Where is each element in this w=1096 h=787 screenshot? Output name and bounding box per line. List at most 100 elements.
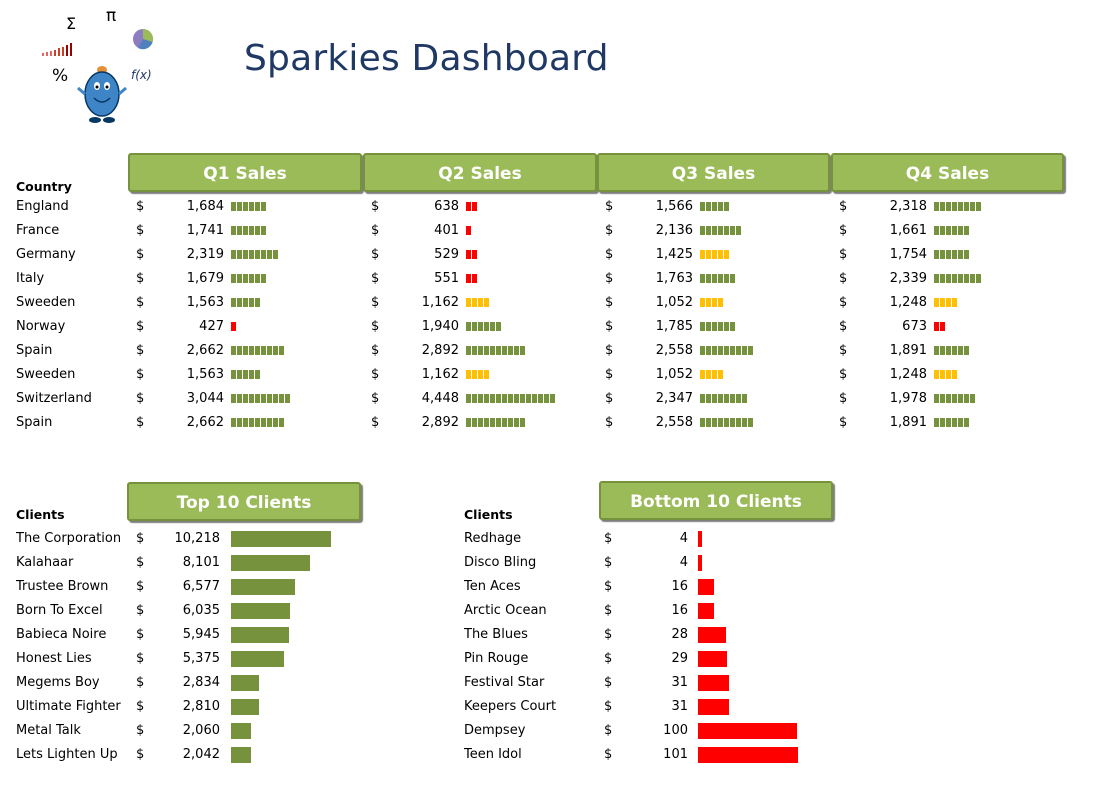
bottom-client-value: 4 xyxy=(679,555,688,570)
sales-value: 401 xyxy=(434,223,459,238)
sales-value: 2,892 xyxy=(421,415,459,430)
sparkbar-segment xyxy=(255,274,260,283)
sparkbar-segment xyxy=(478,322,483,331)
sales-value: 1,684 xyxy=(186,199,224,214)
sparkbar xyxy=(934,202,982,212)
sales-value: 638 xyxy=(434,199,459,214)
sparkbar-segment xyxy=(946,394,951,403)
currency-symbol: $ xyxy=(839,271,848,286)
sparkbar-segment xyxy=(952,298,957,307)
sparkbar-segment xyxy=(958,346,963,355)
sparkbar-segment xyxy=(970,202,975,211)
currency-symbol: $ xyxy=(136,319,145,334)
sparkbar-segment xyxy=(748,346,753,355)
sparkbar-segment xyxy=(718,370,723,379)
sparkbar-segment xyxy=(934,226,939,235)
sparkbar-segment xyxy=(472,298,477,307)
sales-value: 1,566 xyxy=(655,199,693,214)
sparkbar-segment xyxy=(472,274,477,283)
bottom-client-value: 29 xyxy=(671,651,688,666)
sparkbar-segment xyxy=(508,394,513,403)
sparkbar-segment xyxy=(466,298,471,307)
sparkbar-segment xyxy=(261,346,266,355)
sparkbar-segment xyxy=(724,202,729,211)
sparkbar-segment xyxy=(718,394,723,403)
currency-symbol: $ xyxy=(371,367,380,382)
sparkbar-segment xyxy=(706,418,711,427)
header-q2-sales: Q2 Sales xyxy=(363,153,597,192)
sparkbar-segment xyxy=(736,226,741,235)
sparkbar-segment xyxy=(249,346,254,355)
currency-symbol: $ xyxy=(136,699,145,714)
sparkbar-segment xyxy=(940,202,945,211)
bottom-client-name: Redhage xyxy=(464,531,522,546)
currency-symbol: $ xyxy=(604,723,613,738)
sparkbar-segment xyxy=(718,250,723,259)
sales-value: 1,052 xyxy=(655,367,693,382)
sparkbar-segment xyxy=(484,322,489,331)
currency-symbol: $ xyxy=(371,199,380,214)
sparkbar xyxy=(466,250,478,260)
bottom-client-value: 31 xyxy=(671,675,688,690)
sparkbar-segment xyxy=(466,346,471,355)
sales-value: 1,661 xyxy=(889,223,927,238)
sparkbar-segment xyxy=(496,394,501,403)
sparkbar-segment xyxy=(700,250,705,259)
sparkbar xyxy=(700,322,736,332)
sparkbar-segment xyxy=(478,298,483,307)
country-name: Sweeden xyxy=(16,295,76,310)
currency-symbol: $ xyxy=(839,295,848,310)
bottom-client-bar xyxy=(698,723,797,739)
sparkbar-segment xyxy=(706,226,711,235)
top-client-bar xyxy=(231,747,251,763)
currency-symbol: $ xyxy=(605,415,614,430)
sparkbar-segment xyxy=(940,226,945,235)
sparkbar-segment xyxy=(964,250,969,259)
sparkbar-segment xyxy=(249,226,254,235)
sigma-icon: Σ xyxy=(66,14,77,33)
top-client-value: 2,834 xyxy=(182,675,220,690)
sparkbar-segment xyxy=(712,226,717,235)
sparkbar-segment xyxy=(712,298,717,307)
sales-value: 1,891 xyxy=(889,415,927,430)
sparkbar-segment xyxy=(934,202,939,211)
sparkbar-segment xyxy=(472,202,477,211)
currency-symbol: $ xyxy=(136,723,145,738)
country-name: Switzerland xyxy=(16,391,92,406)
bottom-client-value: 100 xyxy=(663,723,688,738)
percent-icon: % xyxy=(52,66,69,86)
sparkbar-segment xyxy=(478,418,483,427)
currency-symbol: $ xyxy=(839,319,848,334)
sparkbar-segment xyxy=(712,394,717,403)
sparkbar-segment xyxy=(706,370,711,379)
sparkbar xyxy=(466,370,490,380)
sparkbar-segment xyxy=(490,346,495,355)
pi-icon: π xyxy=(106,6,117,26)
sparkbar-segment xyxy=(712,418,717,427)
sparkbar-segment xyxy=(538,394,543,403)
sparkbar-segment xyxy=(946,226,951,235)
currency-symbol: $ xyxy=(605,391,614,406)
sparkbar-segment xyxy=(243,202,248,211)
sparkbar-segment xyxy=(237,394,242,403)
currency-symbol: $ xyxy=(136,271,145,286)
currency-symbol: $ xyxy=(605,247,614,262)
sparkbar-segment xyxy=(273,346,278,355)
sparkbar-segment xyxy=(934,298,939,307)
sales-value: 1,162 xyxy=(421,295,459,310)
currency-symbol: $ xyxy=(136,579,145,594)
sparkbar-segment xyxy=(550,394,555,403)
country-name: Spain xyxy=(16,415,53,430)
sparkbar-segment xyxy=(706,202,711,211)
sparkbar-segment xyxy=(700,298,705,307)
sparkbar-segment xyxy=(279,346,284,355)
sparkbar-segment xyxy=(466,370,471,379)
sparkbar-segment xyxy=(706,346,711,355)
sparkbar-segment xyxy=(724,394,729,403)
sparkbar-segment xyxy=(934,394,939,403)
sparkbar-segment xyxy=(255,394,260,403)
sparkbar-segment xyxy=(940,274,945,283)
sparkbar-segment xyxy=(964,346,969,355)
sparkbar-segment xyxy=(940,370,945,379)
sparkbar-segment xyxy=(724,226,729,235)
